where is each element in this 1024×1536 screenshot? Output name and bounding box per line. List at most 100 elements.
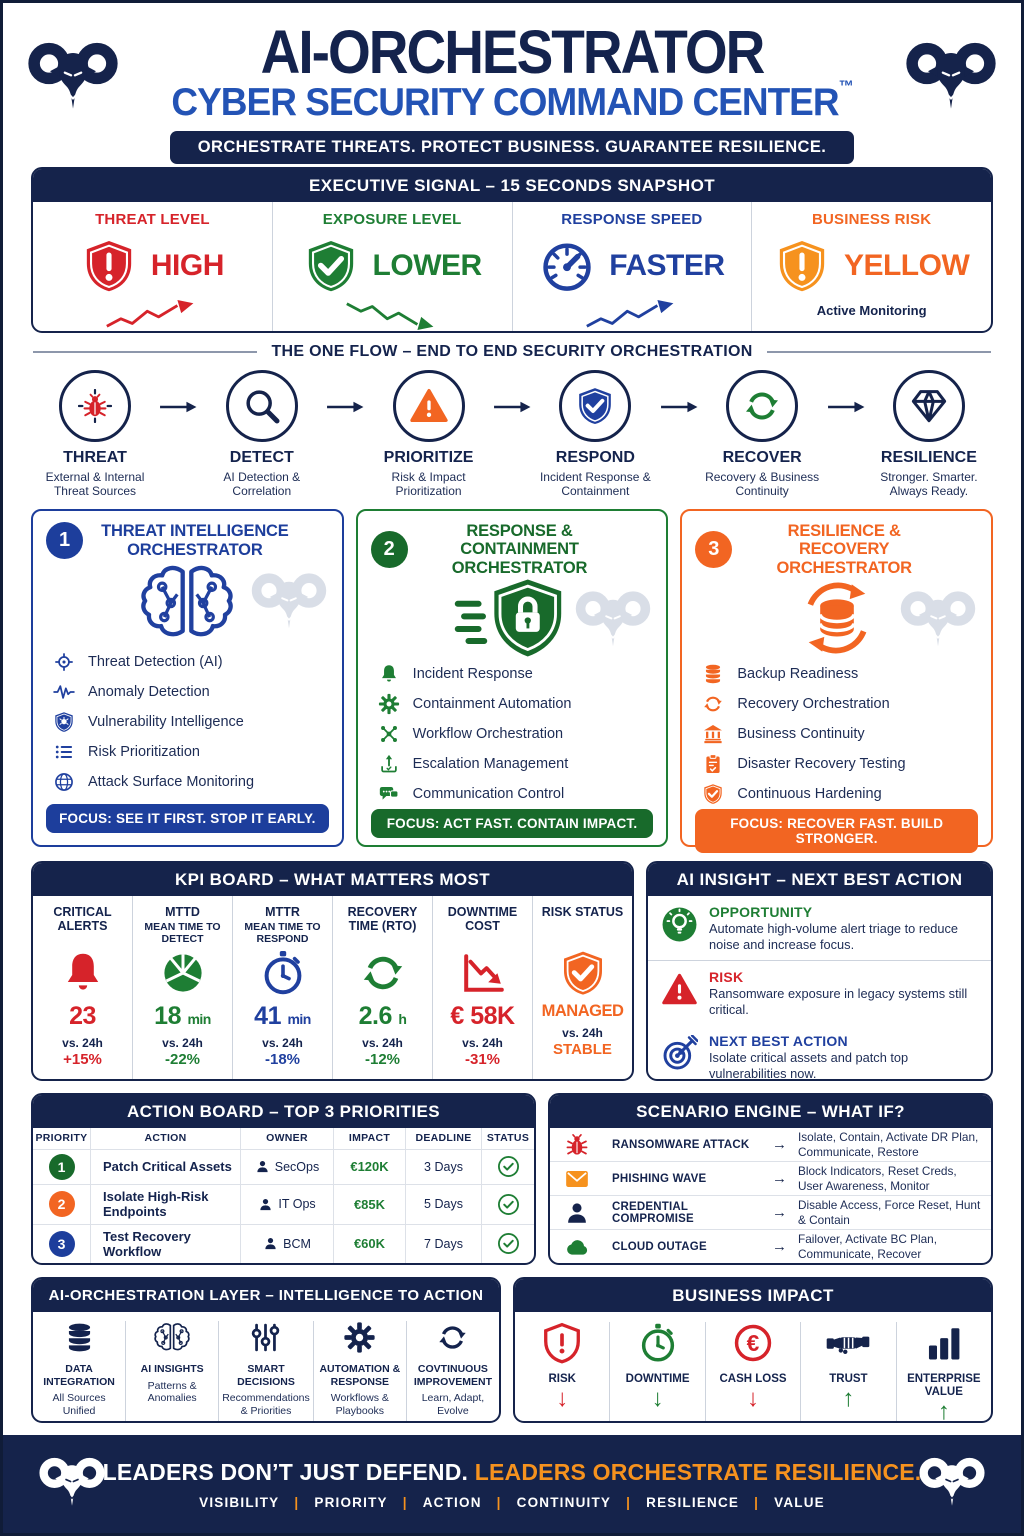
divider (766, 351, 992, 353)
insight-desc: Automate high-volume alert triage to red… (709, 921, 958, 953)
flow-step-name: RESPOND (555, 449, 635, 466)
flow-step-name: RECOVER (722, 449, 802, 466)
footer-value: CONTINUITY (482, 1495, 611, 1510)
metric-value: LOWER (372, 249, 483, 282)
sliders-icon (249, 1321, 282, 1354)
shield-check-icon (303, 238, 359, 294)
scenario-ransomware: RANSOMWARE ATTACK → Isolate, Contain, Ac… (550, 1128, 991, 1161)
diamond-icon (909, 386, 949, 426)
flow-step-desc: Recovery & Business Continuity (705, 470, 820, 499)
card-item: Workflow Orchestration (371, 719, 654, 749)
metric-exposure-level: EXPOSURE LEVEL LOWER vs. Last 24h (273, 202, 513, 331)
shield-exclamation-icon (81, 238, 137, 294)
priority-badge: 3 (33, 1223, 91, 1263)
column-header: ACTION (91, 1128, 241, 1149)
ram-watermark-icon (249, 565, 329, 637)
database-stack-icon (63, 1321, 96, 1354)
card-threat-intelligence: 1 THREAT INTELLIGENCE ORCHESTRATOR Threa… (31, 509, 344, 847)
footer-value: ACTION (388, 1495, 482, 1510)
insight-label: NEXT BEST ACTION (709, 1032, 848, 1049)
bell-icon (378, 663, 400, 685)
scenario-engine-panel: SCENARIO ENGINE – WHAT IF? RANSOMWARE AT… (548, 1093, 993, 1265)
kpi-compare: vs. 24h (362, 1036, 403, 1050)
flow-step-desc: External & Internal Threat Sources (45, 470, 145, 499)
circuit-brain-icon (117, 562, 257, 644)
card-item: Attack Surface Monitoring (46, 767, 329, 797)
owner-cell: BCM (241, 1223, 334, 1263)
scenario-cloud-outage: CLOUD OUTAGE → Failover, Activate BC Pla… (550, 1229, 991, 1263)
metric-value: HIGH (150, 249, 225, 282)
gear-icon (343, 1321, 376, 1354)
card-item: Risk Prioritization (46, 737, 329, 767)
kpi-value: MANAGED (541, 1002, 624, 1020)
focus-banner: FOCUS: ACT FAST. CONTAIN IMPACT. (370, 809, 654, 839)
kpi-label: CRITICAL ALERTS (53, 905, 112, 934)
flow-step-name: DETECT (229, 449, 294, 466)
person-icon (258, 1197, 273, 1212)
action-cell: Patch Critical Assets (91, 1148, 241, 1184)
flow-step-respond: RESPOND Incident Response & Containment (533, 370, 657, 499)
layer-automation-response: AUTOMATION & RESPONSE Workflows & Playboo… (314, 1321, 407, 1421)
layer-data-integration: DATA INTEGRATION All Sources Unified (33, 1321, 127, 1421)
owner-cell: SecOps (241, 1148, 334, 1184)
one-flow-section: THE ONE FLOW – END TO END SECURITY ORCHE… (3, 343, 1021, 501)
kpi-label: MTTR MEAN TIME TO RESPOND (244, 905, 321, 946)
ram-logo-icon (25, 33, 121, 119)
stopwatch-icon (636, 1322, 680, 1364)
handshake-icon (826, 1322, 870, 1364)
flow-step-detect: DETECT AI Detection & Correlation (200, 370, 324, 499)
card-item: Disaster Recovery Testing (695, 749, 978, 779)
kpi-downtime-cost: DOWNTIME COST € 58K vs. 24h -31% (433, 896, 533, 1079)
arrow-right: → (772, 1238, 787, 1255)
magnifier-icon (242, 386, 282, 426)
kpi-compare: vs. 24h (562, 1026, 603, 1040)
person-icon (564, 1200, 590, 1226)
metric-label: EXPOSURE LEVEL (322, 211, 462, 228)
speedometer-icon (539, 238, 595, 294)
insight-risk: RISK Ransomware exposure in legacy syste… (648, 961, 991, 1025)
insight-desc: Ransomware exposure in legacy systems st… (709, 985, 968, 1018)
card-item: Threat Detection (AI) (46, 647, 329, 677)
trend-up-icon (101, 299, 203, 331)
ram-logo-icon (903, 33, 999, 119)
metric-label: THREAT LEVEL (95, 211, 210, 228)
ram-watermark-icon (573, 583, 653, 655)
kpi-value: 41 min (254, 1002, 311, 1030)
executive-signal-title: EXECUTIVE SIGNAL – 15 SECONDS SNAPSHOT (33, 169, 991, 202)
flow-step-desc: AI Detection & Correlation (223, 470, 301, 499)
arrow-right-icon (159, 400, 197, 414)
card-item: Recovery Orchestration (695, 689, 978, 719)
insight-opportunity: OPPORTUNITY Automate high-volume alert t… (648, 896, 991, 961)
tagline-banner: ORCHESTRATE THREATS. PROTECT BUSINESS. G… (169, 130, 855, 164)
column-header: IMPACT (334, 1128, 406, 1149)
card-item: Vulnerability Intelligence (46, 707, 329, 737)
shield-check-icon (575, 386, 615, 426)
action-cell: Test Recovery Workflow (91, 1223, 241, 1263)
kpi-delta: -22% (164, 1051, 201, 1068)
down-arrow: ↓ (556, 1385, 569, 1413)
metric-threat-level: THREAT LEVEL HIGH vs. Last 24h (33, 202, 273, 331)
card-item: Business Continuity (695, 719, 978, 749)
flow-step-name: RESILIENCE (880, 449, 977, 466)
impact-downtime: DOWNTIME ↓ (610, 1322, 706, 1421)
executive-signal-panel: EXECUTIVE SIGNAL – 15 SECONDS SNAPSHOT T… (31, 167, 993, 333)
check-circle-icon (497, 1155, 520, 1178)
database-cycle-icon (794, 577, 880, 659)
footer-value: RESILIENCE (611, 1495, 739, 1510)
status-cell (482, 1223, 534, 1264)
insight-desc: Isolate critical assets and patch top vu… (709, 1049, 909, 1081)
flow-step-resilience: RESILIENCE Stronger. Smarter. Always Rea… (867, 370, 991, 499)
business-impact-panel: BUSINESS IMPACT RISK ↓ DOWNTIME ↓ CASH L… (513, 1277, 993, 1423)
column-header: DEADLINE (406, 1128, 482, 1149)
action-cell: Isolate High-Risk Endpoints (91, 1184, 241, 1224)
kpi-mttd: MTTD MEAN TIME TO DETECT 18 min vs. 24h -… (133, 896, 233, 1079)
kpi-compare: vs. 24h (162, 1036, 203, 1050)
impact-trust: TRUST ↑ (801, 1322, 897, 1421)
chart-down-icon (459, 949, 507, 997)
metric-business-risk: BUSINESS RISK YELLOW Active Monitoring (752, 202, 991, 331)
footer-banner: LEADERS DON’T JUST DEFEND. LEADERS ORCHE… (3, 1435, 1021, 1533)
scenario-credential: CREDENTIAL COMPROMISE → Disable Access, … (550, 1195, 991, 1229)
card-number-badge: 1 (46, 522, 83, 559)
scenario-engine-title: SCENARIO ENGINE – WHAT IF? (550, 1095, 991, 1128)
pie-chart-icon (159, 949, 207, 997)
